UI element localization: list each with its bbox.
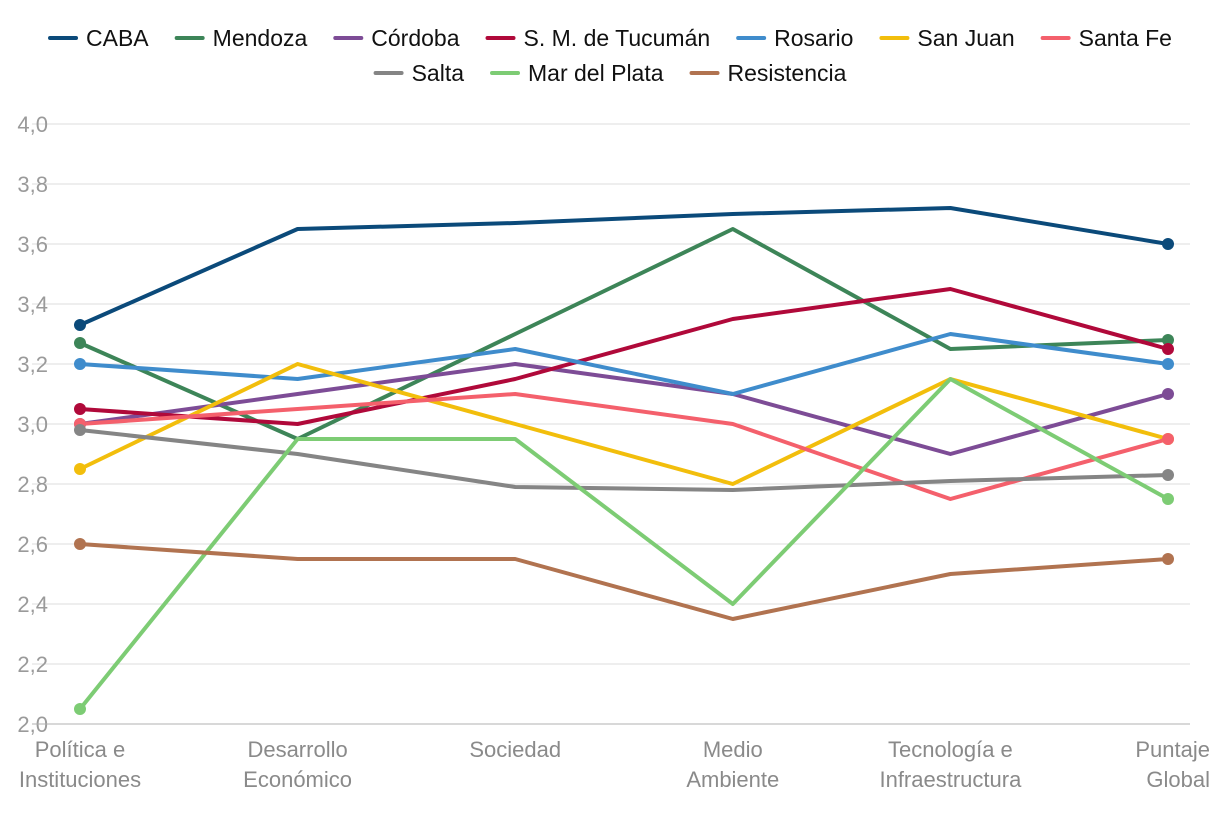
x-tick-label: Desarrollo [247,737,347,762]
x-tick-label: Puntaje [1135,737,1210,762]
y-tick-label: 2,2 [17,652,48,677]
marker-san-juan-start [74,463,86,475]
legend-label: Salta [412,60,465,86]
legend-item-rosario: Rosario [736,25,853,51]
axes: 2,02,22,42,62,83,03,23,43,63,84,0Polític… [17,112,1210,792]
legend-label: Mendoza [213,25,308,51]
legend-item-resistencia: Resistencia [689,60,847,86]
y-tick-label: 4,0 [17,112,48,137]
x-tick-label: Política e [35,737,126,762]
series-line-caba [78,206,1170,327]
x-tick-label: Instituciones [19,767,141,792]
y-tick-label: 2,4 [17,592,48,617]
marker-caba-end [1162,238,1174,250]
legend: CABA Mendoza Córdoba S. M. de Tucumán Rosari… [48,25,1172,86]
legend-item-mendoza: Mendoza [174,25,308,51]
legend-item-mar-del-plata: Mar del Plata [490,60,664,86]
marker-resistencia-end [1162,553,1174,565]
legend-item-cordoba: Córdoba [333,25,460,51]
legend-label: CABA [86,25,149,51]
marker-mar-del-plata-end [1162,493,1174,505]
legend-label: Córdoba [371,25,459,51]
x-tick-label: Global [1146,767,1210,792]
legend-item-caba: CABA [48,25,149,51]
y-tick-label: 3,6 [17,232,48,257]
y-tick-label: 3,4 [17,292,48,317]
y-tick-label: 2,8 [17,472,48,497]
series-lines [78,206,1170,711]
legend-label: Resistencia [728,60,847,86]
y-tick-label: 2,6 [17,532,48,557]
marker-caba-start [74,319,86,331]
series-line-mar-del-plata [78,377,1170,711]
marker-mar-del-plata-start [74,703,86,715]
x-tick-label: Tecnología e [888,737,1013,762]
marker-mendoza-end [1162,334,1174,346]
legend-item-san-juan: San Juan [879,25,1015,51]
series-line-santa-fe [78,392,1170,501]
marker-rosario-start [74,358,86,370]
marker-resistencia-start [74,538,86,550]
y-tick-label: 3,2 [17,352,48,377]
x-tick-label: Económico [243,767,352,792]
legend-label: Rosario [774,25,853,51]
x-tick-label: Infraestructura [879,767,1022,792]
x-tick-label: Sociedad [469,737,561,762]
marker-s-m-de-tucuman-end [1162,343,1174,355]
series-line-salta [78,428,1170,492]
legend-item-santa-fe: Santa Fe [1040,25,1172,51]
series-line-rosario [78,332,1170,396]
marker-salta-end [1162,469,1174,481]
series-markers [74,238,1174,715]
series-line-san-juan [78,362,1170,486]
y-tick-label: 3,0 [17,412,48,437]
marker-salta-start [74,424,86,436]
grid [32,123,1190,665]
legend-item-s-m-de-tucuman: S. M. de Tucumán [485,25,711,51]
series-line-resistencia [78,542,1170,621]
x-tick-label: Medio [703,737,763,762]
legend-label: Mar del Plata [528,60,664,86]
marker-cordoba-end [1162,388,1174,400]
legend-label: Santa Fe [1079,25,1172,51]
legend-item-salta: Salta [373,60,465,86]
marker-s-m-de-tucuman-start [74,403,86,415]
x-tick-label: Ambiente [686,767,779,792]
marker-santa-fe-end [1162,433,1174,445]
legend-label: S. M. de Tucumán [524,25,711,51]
marker-mendoza-start [74,337,86,349]
y-tick-label: 3,8 [17,172,48,197]
marker-rosario-end [1162,358,1174,370]
legend-label: San Juan [917,25,1014,51]
series-line-s-m-de-tucuman [78,287,1170,426]
series-line-cordoba [78,362,1170,456]
